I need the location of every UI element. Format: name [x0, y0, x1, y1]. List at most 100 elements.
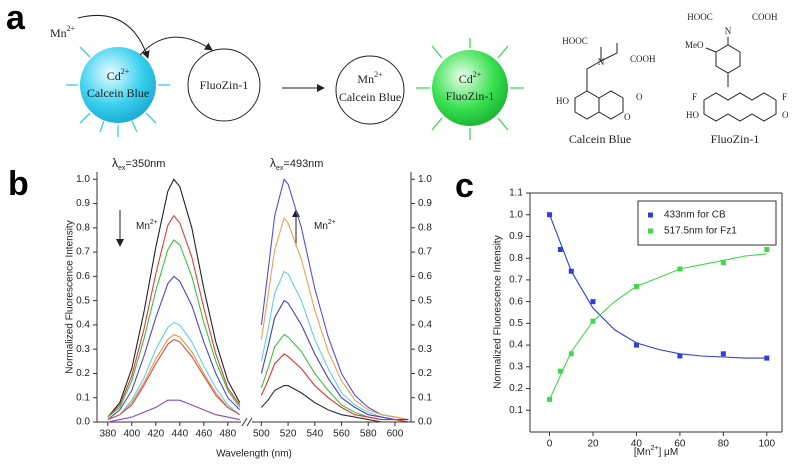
y-axis-label: Normalized Fluorescence Intensity: [65, 220, 76, 373]
diagram: Mn2+ Cd2+ Calcein Blue FluoZin-1 Mn2+ Ca…: [50, 12, 789, 146]
y-tick-label: 0.9: [418, 198, 432, 209]
axis-break: [241, 417, 253, 427]
fit-line: [549, 214, 767, 359]
point: [764, 246, 770, 252]
circle-label: FluoZin-1: [200, 78, 249, 92]
y-tick-label: 1.0: [76, 174, 90, 185]
y-tick-label: 0.1: [418, 392, 432, 403]
sphere: [432, 50, 508, 126]
point: [764, 355, 770, 361]
y-tick-label: 0.6: [76, 271, 90, 282]
circle: [187, 48, 261, 122]
legend-swatch: [648, 228, 653, 234]
x-tick-label: 20: [587, 439, 599, 450]
legend-box: [637, 200, 777, 246]
atom: F: [692, 92, 697, 102]
annotation: Mn2+: [136, 219, 158, 232]
spectrum-line: [107, 338, 241, 421]
x-tick-label: 0: [547, 439, 553, 450]
y-tick-label: 0.4: [509, 340, 523, 351]
spectrum-line: [260, 299, 409, 421]
atom: O: [782, 110, 789, 120]
panel-label: c: [455, 167, 474, 205]
panel-label: a: [6, 0, 26, 37]
y-tick-label: 0.5: [76, 295, 90, 306]
annotation: Mn2+: [314, 219, 336, 232]
arrow: [77, 14, 150, 59]
point: [568, 351, 574, 357]
x-tick-label: 560: [333, 429, 350, 440]
x-tick-label: 440: [171, 429, 188, 440]
point: [547, 212, 553, 218]
atom: COOH: [630, 54, 656, 64]
point: [720, 260, 726, 266]
point: [590, 318, 596, 324]
point: [633, 342, 639, 348]
y-tick-label: 0.2: [418, 368, 432, 379]
y-tick-label: 0.4: [76, 320, 90, 331]
y-tick-label: 0.3: [76, 344, 90, 355]
y-tick-label: 0.8: [76, 222, 90, 233]
spectrum-line: [107, 239, 241, 418]
legend-swatch: [648, 212, 653, 218]
atom: O: [624, 112, 631, 122]
spectrum-line: [260, 178, 409, 421]
point: [720, 351, 726, 357]
point: [557, 368, 563, 374]
y-axis-label: Normalized Fluorescence Intensity: [493, 235, 504, 388]
x-tick-label: 60: [674, 439, 686, 450]
y-tick-label: 0.9: [76, 198, 90, 209]
y-tick-label: 0.9: [509, 231, 523, 242]
structure: [574, 43, 624, 120]
y-tick-label: 0.6: [418, 271, 432, 282]
atom: HOOC: [687, 12, 713, 22]
x-tick-label: 40: [631, 439, 643, 450]
rays: [416, 38, 524, 140]
point: [557, 246, 563, 252]
atom: N: [725, 26, 732, 36]
y-tick-label: 0.2: [509, 383, 523, 394]
annotation: λex=350nm: [112, 156, 165, 172]
legend-label: 433nm for CB: [664, 210, 726, 221]
point: [547, 396, 553, 402]
y-tick-label: 0.7: [76, 247, 90, 258]
structure-name: FluoZin-1: [711, 132, 760, 146]
y-tick-label: 0.7: [509, 275, 523, 286]
y-tick-label: 0.8: [418, 222, 432, 233]
sphere: [80, 47, 156, 123]
legend-label: 517.5nm for Fz1: [664, 226, 737, 237]
sphere-label: FluoZin-1: [446, 89, 495, 103]
circle-label: Calcein Blue: [339, 90, 401, 104]
x-tick-label: 100: [758, 439, 775, 450]
atom: N: [598, 57, 605, 67]
spectrum-line: [107, 333, 241, 421]
point: [677, 266, 683, 272]
x-tick-label: 420: [147, 429, 164, 440]
x-tick-label: 400: [123, 429, 140, 440]
y-tick-label: 0.6: [509, 296, 523, 307]
y-tick-label: 1.0: [418, 174, 432, 185]
y-tick-label: 0.0: [76, 417, 90, 428]
point: [568, 268, 574, 274]
y-tick-label: 0.1: [76, 392, 90, 403]
ion-label: Mn2+: [50, 24, 76, 40]
point: [633, 283, 639, 289]
y-tick-label: 1.1: [509, 188, 523, 199]
spectrum-line: [107, 178, 241, 418]
x-tick-label: 520: [280, 429, 297, 440]
spectrum-line: [260, 353, 409, 423]
x-tick-label: 580: [360, 429, 377, 440]
y-tick-label: 0.7: [418, 247, 432, 258]
spectrum-line: [260, 385, 409, 423]
y-tick-label: 0.8: [509, 253, 523, 264]
y-tick-label: 0.2: [76, 368, 90, 379]
spectrum-line: [107, 321, 241, 421]
y-tick-label: 1.0: [509, 209, 523, 220]
x-tick-label: 600: [387, 429, 404, 440]
point: [590, 299, 596, 305]
y-tick-label: 0.3: [418, 344, 432, 355]
y-tick-label: 0.4: [418, 320, 432, 331]
atom: COOH: [752, 12, 778, 22]
y-tick-label: 0.1: [509, 405, 523, 416]
